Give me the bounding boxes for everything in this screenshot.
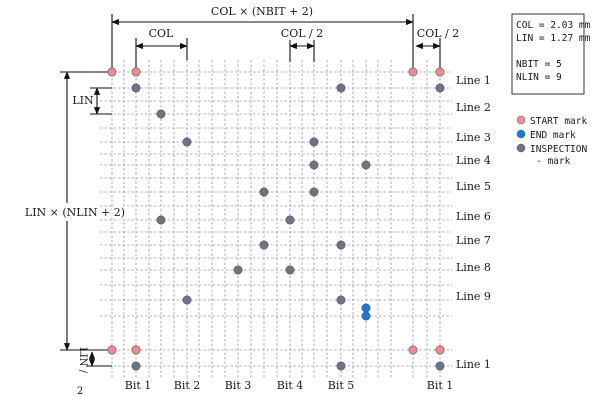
- start-mark: [435, 67, 445, 77]
- row-label: Line 9: [456, 290, 491, 303]
- inspection-mark: [285, 215, 295, 225]
- column-label: Bit 3: [225, 379, 252, 392]
- lin-label: LIN: [72, 94, 94, 107]
- inspection-mark: [309, 160, 319, 170]
- row-label: Line 4: [456, 154, 491, 167]
- inspection-mark: [233, 265, 243, 275]
- lin-half-label: LIN /: [77, 347, 88, 374]
- start-mark: [107, 345, 117, 355]
- row-label: Line 8: [456, 261, 491, 274]
- inspection-mark: [156, 109, 166, 119]
- row-label: Line 6: [456, 210, 491, 223]
- column-label: Bit 4: [277, 379, 304, 392]
- row-label: Line 2: [456, 101, 491, 114]
- end-mark: [361, 303, 371, 313]
- start-mark: [131, 67, 141, 77]
- row-labels: Line 1 Line 2 Line 3 Line 4 Line 5 Line 6 Line…: [456, 74, 491, 371]
- marks: [107, 67, 445, 371]
- dimension-labels: COL × (NBIT + 2) COL COL / 2 COL / 2 LIN…: [22, 5, 459, 397]
- legend-inspection-label-2: - mark: [536, 156, 571, 167]
- col-half-mid-label: COL / 2: [281, 27, 323, 40]
- start-mark: [107, 67, 117, 77]
- dotted-grid: [100, 60, 452, 378]
- param-nlin: NLIN = 9: [516, 72, 562, 83]
- row-label: Line 1: [456, 74, 491, 87]
- total-width-label: COL × (NBIT + 2): [211, 5, 313, 18]
- column-label: Bit 1: [125, 379, 152, 392]
- end-mark: [361, 311, 371, 321]
- inspection-mark: [182, 295, 192, 305]
- param-lin: LIN = 1.27 mm: [516, 33, 591, 44]
- column-label: Bit 2: [174, 379, 201, 392]
- param-col: COL = 2.03 mm: [516, 20, 591, 31]
- legend-inspection-label: INSPECTION: [530, 144, 587, 155]
- row-label: Line 3: [456, 131, 491, 144]
- col-half-right-label: COL / 2: [417, 27, 459, 40]
- inspection-mark: [259, 187, 269, 197]
- column-label: Bit 1: [427, 379, 454, 392]
- inspection-mark: [361, 160, 371, 170]
- parameter-box: COL = 2.03 mm LIN = 1.27 mm NBIT = 5 NLI…: [511, 13, 591, 95]
- inspection-mark: [182, 137, 192, 147]
- inspection-mark: [336, 83, 346, 93]
- legend-start-swatch: [516, 115, 526, 125]
- inspection-mark: [435, 83, 445, 93]
- inspection-mark: [309, 187, 319, 197]
- legend-end-label: END mark: [530, 130, 576, 141]
- legend-inspection-swatch: [516, 143, 526, 153]
- total-height-label: LIN × (NLIN + 2): [25, 206, 125, 219]
- row-label: Line 1: [456, 358, 491, 371]
- param-nbit: NBIT = 5: [516, 59, 562, 70]
- legend-end-swatch: [516, 129, 526, 139]
- legend: START mark END mark INSPECTION - mark: [516, 115, 587, 167]
- inspection-mark: [336, 240, 346, 250]
- start-mark: [131, 345, 141, 355]
- start-mark: [408, 67, 418, 77]
- inspection-mark: [336, 361, 346, 371]
- lin-half-denominator: 2: [77, 386, 83, 397]
- inspection-mark: [336, 295, 346, 305]
- inspection-mark: [285, 265, 295, 275]
- inspection-mark: [309, 137, 319, 147]
- inspection-mark: [156, 215, 166, 225]
- start-mark: [435, 345, 445, 355]
- inspection-mark: [259, 240, 269, 250]
- legend-start-label: START mark: [530, 116, 587, 127]
- inspection-mark: [131, 83, 141, 93]
- inspection-mark: [131, 361, 141, 371]
- column-label: Bit 5: [328, 379, 355, 392]
- row-label: Line 5: [456, 180, 491, 193]
- start-mark: [408, 345, 418, 355]
- column-labels: Bit 1 Bit 2 Bit 3 Bit 4 Bit 5 Bit 1: [125, 379, 454, 392]
- inspection-mark: [435, 361, 445, 371]
- dimension-arrows: [60, 14, 441, 367]
- row-label: Line 7: [456, 234, 491, 247]
- col-label: COL: [149, 27, 174, 40]
